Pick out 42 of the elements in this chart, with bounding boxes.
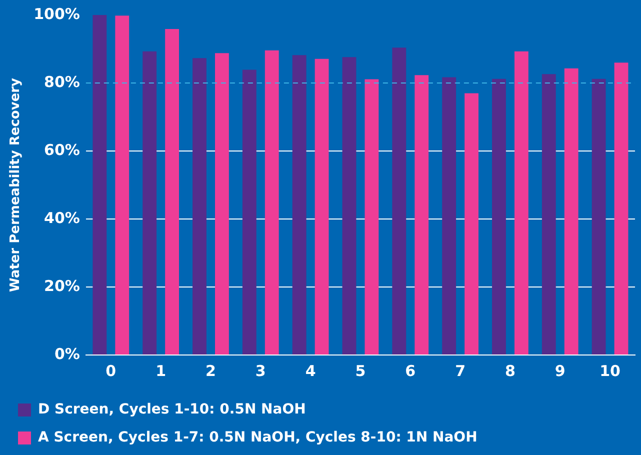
bar (564, 68, 578, 354)
bar (542, 74, 556, 354)
bar (92, 15, 107, 354)
bar (314, 58, 329, 354)
bar (514, 51, 528, 354)
x-tick-label: 6 (405, 362, 416, 380)
legend-label: D Screen, Cycles 1-10: 0.5N NaOH (38, 402, 306, 418)
bar (264, 50, 279, 354)
y-axis-title: Water Permeability Recovery (8, 77, 24, 292)
x-tick-label: 8 (504, 362, 516, 380)
bar (392, 48, 406, 354)
x-tick-label: 4 (305, 362, 316, 380)
y-tick-label: 100% (34, 4, 80, 23)
x-tick-label: 10 (600, 362, 620, 380)
y-tick-label: 40% (44, 208, 80, 227)
x-tick-label: 7 (455, 362, 466, 380)
bar (142, 51, 157, 354)
x-tick-label: 9 (554, 362, 566, 380)
bar (292, 55, 306, 354)
legend-label: A Screen, Cycles 1-7: 0.5N NaOH, Cycles 8-10: 1N NaOH (38, 430, 478, 446)
bar (192, 58, 206, 354)
bar (442, 77, 456, 354)
bar (492, 78, 506, 354)
bar (414, 75, 429, 354)
y-tick-label: 80% (44, 72, 80, 91)
x-tick-label: 2 (206, 362, 216, 380)
x-tick-label: 1 (156, 362, 166, 380)
x-tick-label: 3 (255, 362, 266, 380)
bar (464, 93, 478, 354)
bar (342, 57, 356, 354)
bar (242, 70, 256, 354)
y-tick-label: 60% (44, 140, 80, 159)
y-tick-label: 0% (54, 344, 80, 363)
x-tick-label: 5 (355, 362, 366, 380)
x-tick-label: 0 (106, 362, 116, 380)
y-tick-label: 20% (44, 276, 80, 295)
bar (214, 53, 229, 354)
bar (614, 62, 628, 354)
bar (165, 28, 180, 354)
bar (115, 16, 130, 354)
bar (592, 78, 606, 354)
bar (364, 79, 379, 354)
